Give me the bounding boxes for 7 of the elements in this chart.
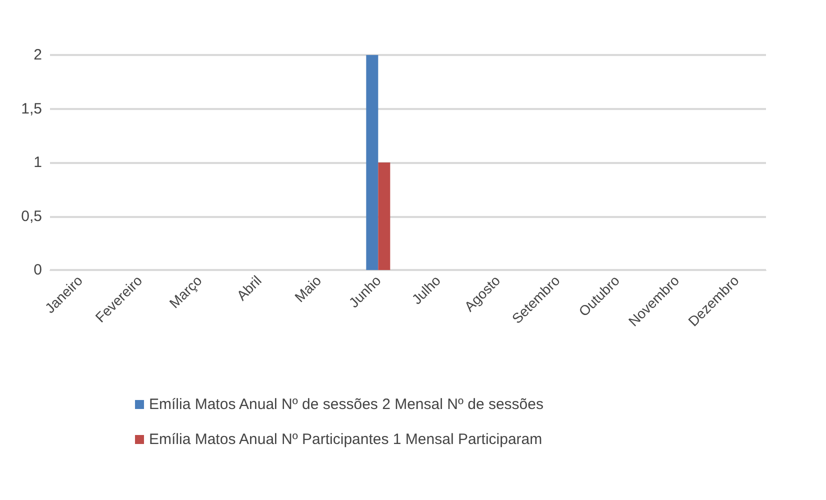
legend-label: Emília Matos Anual Nº de sessões 2 Mensal Nº de sessões: [149, 396, 544, 413]
y-tick-label: 0: [34, 262, 42, 278]
y-tick-label: 1: [34, 154, 42, 171]
y-tick-label: 2: [34, 46, 42, 64]
legend-label: Emília Matos Anual Nº Participantes 1 Mensal Participaram: [149, 431, 542, 448]
y-tick-label: 1,5: [21, 100, 42, 118]
y-tick-label: 0,5: [21, 208, 42, 225]
